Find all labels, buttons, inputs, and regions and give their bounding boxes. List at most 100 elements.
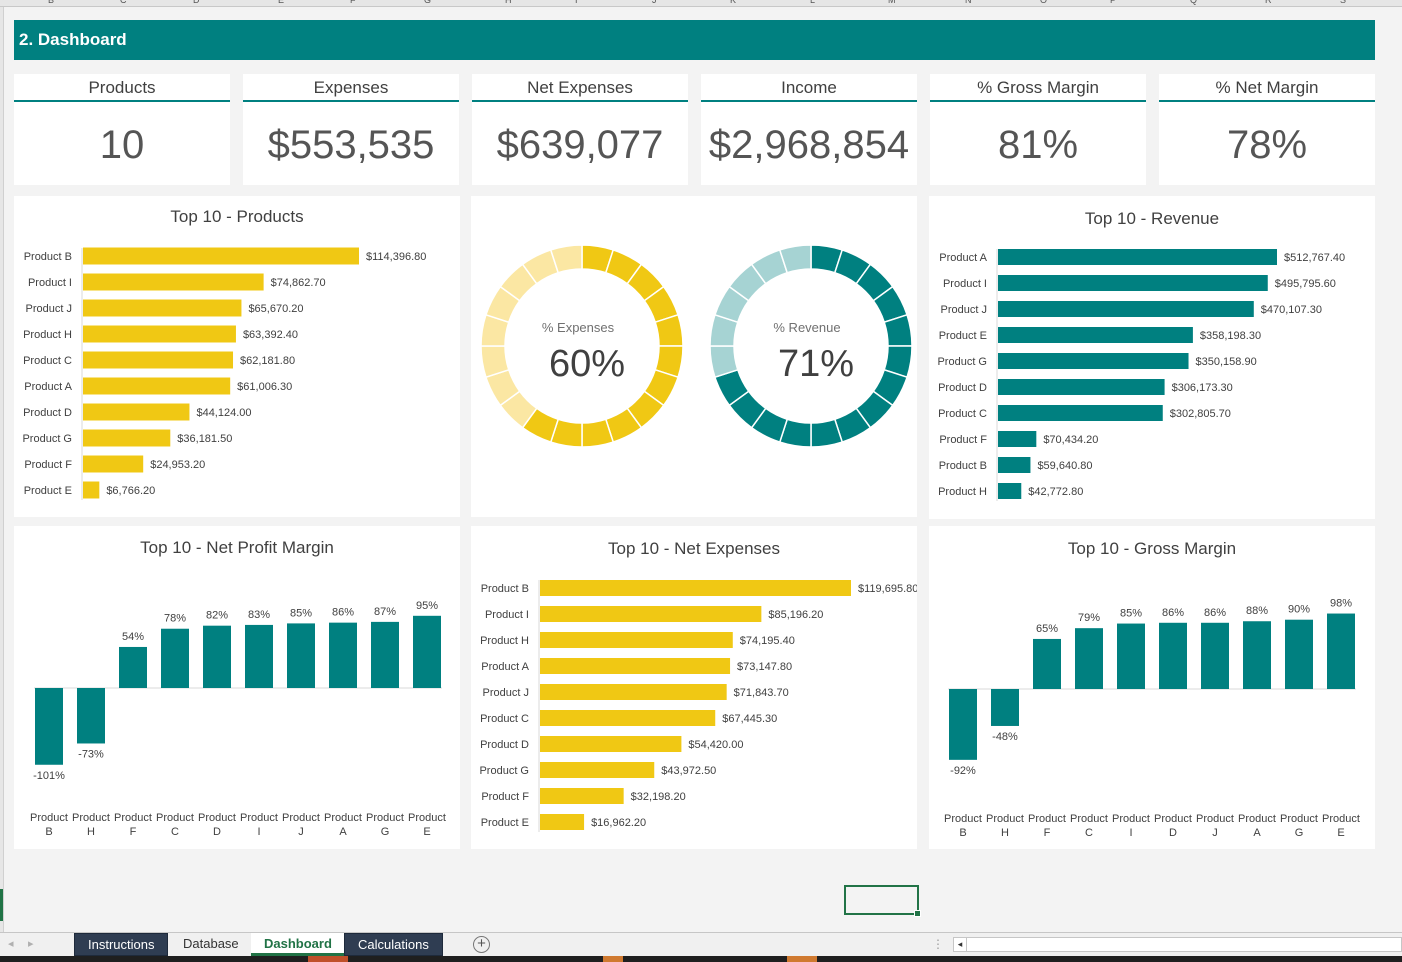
category-label-line2: I — [257, 826, 260, 838]
data-label: $43,972.50 — [661, 765, 716, 777]
column-letter[interactable]: S — [1340, 0, 1347, 5]
category-label-line1: Product — [408, 812, 446, 824]
bar — [35, 688, 63, 765]
column-letter[interactable]: G — [424, 0, 432, 5]
data-label: -92% — [950, 765, 976, 777]
bar — [413, 615, 441, 688]
column-letter[interactable]: L — [810, 0, 816, 5]
bar — [1201, 622, 1229, 689]
category-label: Product H — [480, 635, 529, 647]
kpi-card-income: Income $2,968,854 — [701, 74, 917, 185]
category-label-line1: Product — [198, 812, 236, 824]
chart-title: Top 10 - Net Expenses — [608, 539, 780, 558]
data-label: $74,195.40 — [740, 635, 795, 647]
scroll-left-icon[interactable]: ◂ — [954, 938, 967, 951]
column-letter[interactable]: D — [193, 0, 200, 5]
category-label-line2: G — [381, 826, 390, 838]
donut-value: 60% — [549, 343, 625, 385]
category-label-line1: Product — [944, 813, 982, 825]
data-label: $62,181.80 — [240, 355, 295, 367]
column-letter[interactable]: F — [350, 0, 356, 5]
kpi-value: 78% — [1226, 123, 1308, 167]
data-label: $358,198.30 — [1200, 330, 1261, 342]
chart-top10-revenue[interactable]: Top 10 - Revenue Product A $512,767.40 Pro… — [929, 196, 1375, 519]
chart-top10-products[interactable]: Top 10 - Products Product B $114,396.80 Pr… — [14, 196, 460, 517]
tab-database[interactable]: Database — [170, 933, 253, 956]
data-label: $114,396.80 — [366, 251, 426, 263]
bar — [161, 628, 189, 688]
bar — [1033, 638, 1061, 689]
bar — [998, 249, 1277, 265]
bar — [1159, 622, 1187, 689]
category-label-line1: Product — [114, 812, 152, 824]
column-letter[interactable]: Q — [1190, 0, 1198, 5]
bar — [998, 301, 1254, 317]
horizontal-scrollbar[interactable]: ◂ — [953, 937, 1402, 952]
data-label: $470,107.30 — [1261, 304, 1322, 316]
category-label-line2: I — [1129, 827, 1132, 839]
data-label: $59,640.80 — [1037, 460, 1092, 472]
column-letter[interactable]: I — [575, 0, 578, 5]
row-header-bar[interactable] — [0, 7, 4, 932]
column-letter[interactable]: B — [48, 0, 55, 5]
tab-dashboard[interactable]: Dashboard — [251, 933, 345, 956]
category-label-line2: A — [1253, 827, 1261, 839]
category-label: Product F — [939, 434, 987, 446]
category-label-line1: Product — [1322, 813, 1360, 825]
chart-top10-products-svg: Product B $114,396.80 Product I $74,862.70 P… — [22, 247, 426, 500]
bar — [83, 299, 242, 317]
bar — [998, 431, 1037, 447]
dashboard-title: 2. Dashboard — [19, 30, 127, 49]
category-label-line1: Product — [1196, 813, 1234, 825]
data-label: 78% — [164, 613, 186, 625]
bar — [77, 688, 105, 744]
kpi-card-net-margin: % Net Margin 78% — [1159, 74, 1375, 185]
chart-top10-net-expenses[interactable]: Top 10 - Net Expenses Product B $119,695.… — [471, 526, 917, 849]
category-label-line1: Product — [30, 812, 68, 824]
column-header-bar[interactable]: B C D E F G H I J K L M N O P Q R S — [0, 0, 1402, 7]
column-letter[interactable]: C — [120, 0, 127, 5]
bar — [998, 405, 1163, 421]
category-label: Product B — [481, 583, 529, 595]
data-label: $70,434.20 — [1043, 434, 1098, 446]
data-label: $54,420.00 — [688, 739, 743, 751]
chart-donuts[interactable]: % Expenses 60% % Revenue 71% — [471, 196, 917, 517]
tab-calculations[interactable]: Calculations — [344, 933, 443, 956]
column-letter[interactable]: H — [505, 0, 512, 5]
taskbar-strip — [0, 956, 1402, 962]
column-letter[interactable]: P — [1110, 0, 1117, 5]
data-label: $6,766.20 — [106, 485, 155, 497]
donut-segment — [549, 244, 583, 274]
column-letter[interactable]: E — [278, 0, 285, 5]
selected-cell[interactable] — [844, 885, 921, 917]
column-letter[interactable]: M — [888, 0, 896, 5]
chart-top10-gross-margin[interactable]: Top 10 - Gross Margin -92% Product B -48% Pr… — [929, 526, 1375, 849]
category-label-line2: F — [1044, 827, 1051, 839]
category-label-line2: H — [1001, 827, 1009, 839]
bar — [245, 624, 273, 688]
column-letter[interactable]: R — [1265, 0, 1272, 5]
kpi-title: % Gross Margin — [930, 74, 1146, 102]
prev-sheet-icon[interactable]: ◂ — [8, 938, 14, 950]
tab-instructions[interactable]: Instructions — [74, 933, 169, 956]
add-sheet-icon[interactable]: + — [473, 936, 490, 953]
active-row-marker — [0, 889, 3, 921]
data-label: 54% — [122, 631, 144, 643]
chart-top10-net-profit-margin[interactable]: Top 10 - Net Profit Margin -101% Product B… — [14, 526, 460, 849]
bar — [998, 379, 1165, 395]
data-label: $16,962.20 — [591, 817, 646, 829]
next-sheet-icon[interactable]: ▸ — [28, 938, 34, 950]
column-letter[interactable]: K — [730, 0, 737, 5]
data-label: $44,124.00 — [196, 407, 251, 419]
column-letter[interactable]: N — [965, 0, 972, 5]
column-letter[interactable]: J — [652, 0, 657, 5]
category-label-line2: B — [45, 826, 52, 838]
bar — [83, 351, 234, 369]
data-label: 83% — [248, 609, 270, 621]
column-letter[interactable]: O — [1040, 0, 1048, 5]
sheet-tab-bar: ◂ ▸ Instructions Database Dashboard Calc… — [0, 932, 1402, 956]
bar — [998, 353, 1189, 369]
tab-split-handle-icon[interactable]: ⋮ — [932, 937, 944, 951]
bar — [203, 625, 231, 688]
kpi-value: $639,077 — [496, 123, 664, 167]
